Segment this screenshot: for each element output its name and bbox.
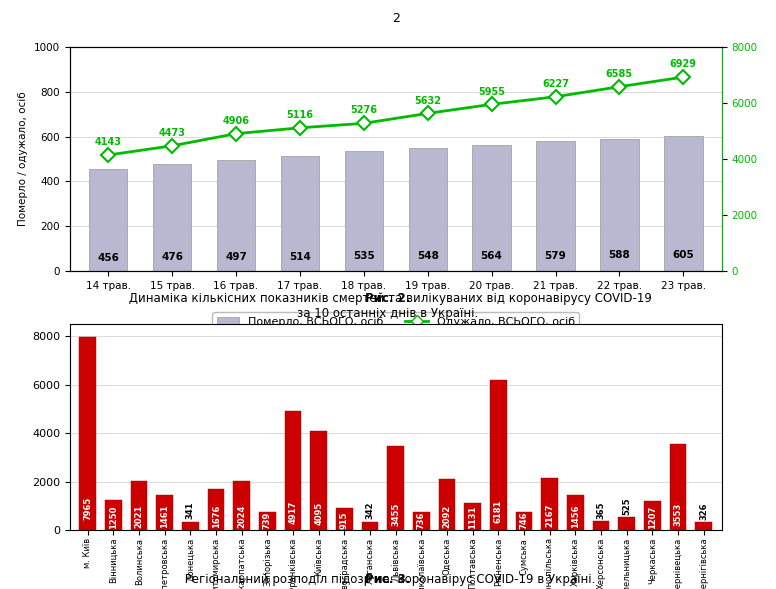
Legend: Померло, ВСЬОГО, осіб, Одужало, ВСЬОГО, осіб: Померло, ВСЬОГО, осіб, Одужало, ВСЬОГО, … xyxy=(213,312,579,331)
Text: 739: 739 xyxy=(263,512,272,529)
Bar xyxy=(234,481,250,530)
Bar xyxy=(644,501,660,530)
Text: 1676: 1676 xyxy=(212,505,220,528)
Text: 6585: 6585 xyxy=(606,69,633,79)
Text: 548: 548 xyxy=(417,251,438,261)
Text: 2092: 2092 xyxy=(442,504,452,528)
Bar xyxy=(516,512,532,530)
Text: 605: 605 xyxy=(673,250,695,260)
Bar xyxy=(285,411,301,530)
Text: 476: 476 xyxy=(161,253,183,263)
Text: 6929: 6929 xyxy=(670,59,697,70)
Text: 7965: 7965 xyxy=(83,497,92,521)
Bar xyxy=(387,446,404,530)
Bar xyxy=(345,151,383,271)
Text: 579: 579 xyxy=(545,250,566,260)
Bar xyxy=(464,502,481,530)
Bar xyxy=(567,495,584,530)
Bar xyxy=(695,522,712,530)
Bar xyxy=(536,141,575,271)
Bar xyxy=(182,522,199,530)
Text: 1250: 1250 xyxy=(109,505,118,528)
Text: 514: 514 xyxy=(289,252,311,262)
Bar xyxy=(670,444,687,530)
Bar xyxy=(157,495,173,530)
Text: 456: 456 xyxy=(97,253,120,263)
Bar xyxy=(310,431,327,530)
Text: 2: 2 xyxy=(392,12,400,25)
Text: 915: 915 xyxy=(340,511,349,529)
Bar xyxy=(105,500,122,530)
Text: 341: 341 xyxy=(186,502,195,519)
Text: 4095: 4095 xyxy=(314,502,324,525)
Text: 5632: 5632 xyxy=(414,95,442,105)
Bar xyxy=(438,479,456,530)
Text: 3553: 3553 xyxy=(674,502,683,526)
Text: 1461: 1461 xyxy=(161,505,169,528)
Text: 6227: 6227 xyxy=(542,79,569,89)
Text: 4906: 4906 xyxy=(223,116,250,126)
Bar xyxy=(89,169,127,271)
Bar xyxy=(618,517,635,530)
Bar xyxy=(281,156,319,271)
Bar xyxy=(408,148,447,271)
Text: 4473: 4473 xyxy=(158,128,185,138)
Text: 5116: 5116 xyxy=(286,110,314,120)
Bar xyxy=(593,521,609,530)
Text: 746: 746 xyxy=(520,512,528,529)
Bar xyxy=(259,512,275,530)
Text: 525: 525 xyxy=(622,497,631,515)
Text: 1131: 1131 xyxy=(468,505,477,529)
Bar xyxy=(490,380,507,530)
Text: 4917: 4917 xyxy=(289,501,298,524)
Text: 1456: 1456 xyxy=(571,505,580,528)
Text: 342: 342 xyxy=(365,502,375,519)
Y-axis label: Померло / одужало, осіб: Померло / одужало, осіб xyxy=(19,92,29,226)
Text: 564: 564 xyxy=(480,251,503,261)
Text: 535: 535 xyxy=(353,252,375,262)
Bar xyxy=(131,481,147,530)
Bar xyxy=(664,135,702,271)
Bar xyxy=(79,337,96,530)
Text: 1207: 1207 xyxy=(648,505,657,529)
Bar xyxy=(336,508,353,530)
Text: 326: 326 xyxy=(699,502,708,519)
Text: 497: 497 xyxy=(225,252,247,262)
Text: Регіональний розподіл підозр на  коронавірус COVID-19 в Україні.: Регіональний розподіл підозр на коронаві… xyxy=(181,573,595,586)
Text: 4143: 4143 xyxy=(95,137,122,147)
Text: 3455: 3455 xyxy=(391,502,400,526)
Text: 2021: 2021 xyxy=(134,504,144,528)
Text: 2024: 2024 xyxy=(237,504,246,528)
Bar xyxy=(413,512,430,530)
Text: Динаміка кількісних показників смертей та вилікуваних від коронавірусу COVID-19
: Динаміка кількісних показників смертей т… xyxy=(125,292,651,320)
Text: 2167: 2167 xyxy=(546,504,554,528)
Text: 5955: 5955 xyxy=(478,87,505,97)
Text: Рис. 2.: Рис. 2. xyxy=(365,292,411,305)
Text: 365: 365 xyxy=(597,501,605,519)
Text: Рис. 3.: Рис. 3. xyxy=(365,573,411,586)
Bar xyxy=(208,489,224,530)
Bar xyxy=(473,145,511,271)
Text: 736: 736 xyxy=(417,512,426,529)
Text: 588: 588 xyxy=(608,250,630,260)
Bar xyxy=(362,522,379,530)
Text: 6181: 6181 xyxy=(494,499,503,522)
Text: 5276: 5276 xyxy=(350,105,377,115)
Bar xyxy=(542,478,558,530)
Bar xyxy=(601,140,639,271)
Bar xyxy=(217,160,255,271)
Bar xyxy=(153,164,191,271)
